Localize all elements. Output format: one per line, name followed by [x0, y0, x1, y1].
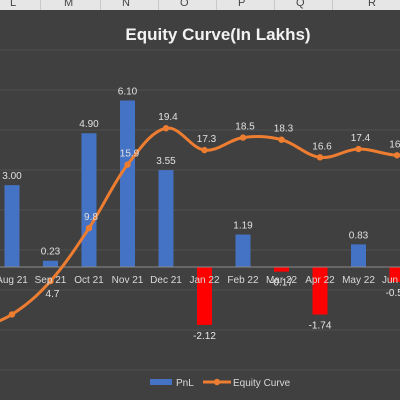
equity-point	[355, 145, 362, 153]
pnl-bar	[81, 133, 97, 267]
category-tick-label: Dec 21	[150, 275, 182, 286]
legend-equity-marker	[213, 378, 221, 386]
pnl-data-label: 3.55	[156, 156, 176, 167]
category-tick-label: Jan 22	[189, 275, 219, 286]
equity-point	[239, 134, 247, 141]
equity-point	[316, 154, 324, 161]
pnl-data-label: 0.23	[41, 247, 61, 258]
category-tick-label: Sep 21	[35, 275, 67, 286]
column-header-m[interactable]: M	[64, 0, 74, 9]
pnl-data-label: 6.10	[118, 86, 138, 97]
category-tick-label: Nov 21	[112, 275, 144, 286]
chart-canvas: Equity Curve(In Lakhs) 3.000.234.906.103…	[0, 10, 400, 400]
column-separator	[158, 0, 159, 10]
column-separator	[216, 0, 217, 10]
data-labels: 3.00 0.23 4.90 6.10 3.55 -2.12 1.19 -0.17 -1.74 0…	[2, 86, 400, 341]
pnl-bar	[274, 267, 289, 272]
equity-data-label: 19.4	[158, 112, 178, 123]
equity-data-label: 18.3	[274, 124, 294, 135]
chart-background	[0, 10, 400, 400]
pnl-data-label: -2.12	[193, 331, 216, 342]
pnl-data-label: 1.19	[233, 221, 253, 232]
column-separator	[100, 0, 101, 10]
column-header-l[interactable]: L	[10, 0, 17, 9]
pnl-data-label: -0.55	[386, 288, 400, 299]
pnl-data-label: 4.90	[79, 119, 99, 130]
chart-title: Equity Curve(In Lakhs)	[125, 25, 310, 44]
category-tick-labels: Aug 21 Sep 21 Oct 21 Nov 21 Dec 21 Jan 22 Feb …	[0, 275, 400, 286]
category-tick-label: Jun 22	[382, 275, 400, 286]
equity-data-label: 17.3	[197, 134, 217, 145]
category-tick-label: Oct 21	[74, 275, 104, 286]
column-header-p[interactable]: P	[238, 0, 246, 9]
equity-data-label: 15.9	[120, 149, 140, 160]
equity-curve-line	[0, 125, 400, 323]
equity-point	[278, 136, 285, 143]
pnl-bar	[351, 244, 366, 267]
equity-point	[124, 161, 131, 168]
column-separator	[332, 0, 333, 10]
equity-data-label: 18.5	[235, 122, 255, 133]
legend-equity-label: Equity Curve	[233, 378, 291, 389]
column-separator	[40, 0, 41, 10]
equity-data-label: 16.6	[312, 141, 332, 152]
pnl-data-label: -0.17	[270, 278, 293, 289]
legend-pnl-label: PnL	[176, 378, 194, 389]
pnl-bar	[312, 267, 328, 315]
pnl-bar	[120, 100, 135, 267]
pnl-bar	[389, 267, 400, 283]
equity-data-label: 16.8	[389, 139, 400, 150]
column-header-r[interactable]: R	[368, 0, 376, 9]
legend-pnl-swatch	[150, 379, 172, 385]
pnl-bar	[235, 234, 251, 267]
equity-point	[162, 125, 170, 132]
category-tick-label: May 22	[342, 275, 375, 286]
equity-data-label: 4.7	[46, 289, 60, 300]
pnl-bar	[43, 260, 58, 267]
pnl-data-label: 3.00	[2, 171, 22, 182]
column-header-q[interactable]: Q	[296, 0, 305, 9]
equity-data-label: 17.4	[351, 133, 371, 144]
pnl-bar	[158, 170, 174, 267]
equity-point	[393, 152, 400, 159]
category-tick-label: Feb 22	[227, 275, 259, 286]
category-tick-label: Mar 22	[266, 275, 298, 286]
column-header-n[interactable]: N	[122, 0, 130, 9]
equity-point	[85, 224, 93, 232]
equity-point	[8, 311, 16, 318]
chart-legend: PnL Equity Curve	[150, 378, 291, 389]
column-header-o[interactable]: O	[180, 0, 189, 9]
equity-point	[47, 277, 54, 285]
category-tick-label: Apr 22	[305, 275, 335, 286]
pnl-data-label: 0.83	[349, 230, 369, 241]
pnl-bar	[197, 267, 212, 325]
pnl-bar	[4, 185, 20, 267]
equity-data-label: 9.8	[84, 212, 98, 223]
category-tick-label: Aug 21	[0, 275, 28, 286]
pnl-data-label: -1.74	[309, 321, 332, 332]
equity-point	[201, 146, 208, 154]
gridlines	[0, 49, 400, 371]
column-separator	[274, 0, 275, 10]
equity-curve-chart[interactable]: Equity Curve(In Lakhs) 3.00 0.23 4.90 6.10 3…	[0, 10, 400, 400]
